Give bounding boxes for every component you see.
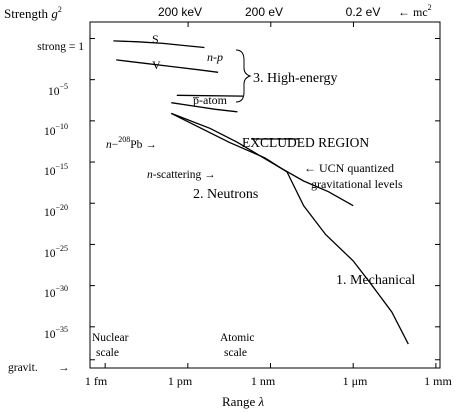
label-atomic-line2: scale [224, 347, 247, 359]
top-tick-label-200keV: 200 keV [158, 5, 202, 19]
label-mechanical: 1. Mechanical [336, 273, 415, 288]
x-tick-label-1nm: 1 nm [251, 374, 276, 388]
mc2-label: ← mc2 [398, 3, 432, 19]
y-tick-label-1e-20: 10−20 [44, 203, 68, 219]
x-tick-label-1mm: 1 mm [424, 374, 452, 388]
plot-frame [89, 21, 441, 369]
label-ucn-line2: gravitational levels [311, 177, 403, 191]
y-tick-label-1e-30: 10−30 [44, 284, 68, 300]
label-n-scattering: n-scattering → [147, 169, 216, 181]
x-tick-label-1pm: 1 pm [168, 374, 193, 388]
label-n-p: n-p [207, 50, 223, 64]
y-tick-label-1e-10: 10−10 [44, 122, 68, 138]
label-nuclear-line1: Nuclear [92, 332, 129, 344]
series-line-1 [116, 59, 219, 73]
x-tick-label-1um: 1 μm [343, 374, 368, 388]
top-tick-label-0.2eV: 0.2 eV [346, 5, 381, 19]
label-v: V [152, 58, 161, 72]
y-tick-label-1e-25: 10−25 [44, 244, 68, 260]
y-tick-label-1e-35: 10−35 [44, 325, 68, 341]
label-s: S [152, 32, 159, 46]
series-line-4 [171, 112, 409, 345]
label-nuclear-line2: scale [96, 347, 119, 359]
y-tick-label-1e-5: 10−5 [48, 82, 68, 98]
series-line-0 [113, 40, 205, 49]
label-n-pb: n−208Pb → [106, 135, 157, 151]
gravit-arrow: → [58, 362, 70, 374]
high-energy-brace [235, 49, 252, 103]
label-ucn-line1: ← UCN quantized [304, 161, 394, 175]
x-tick-label-1fm: 1 fm [85, 374, 108, 388]
x-axis-label: Range λ [222, 394, 264, 409]
y-axis-label: Strength g2 [4, 5, 62, 21]
y-tick-label-strong: strong = 1 [37, 41, 84, 53]
label-atomic-line1: Atomic [220, 332, 255, 344]
top-tick-label-200eV: 200 eV [245, 5, 283, 19]
label-neutrons: 2. Neutrons [193, 187, 258, 202]
y-tick-label-1e-15: 10−15 [44, 162, 68, 178]
label-pbar-atom: p̅-atom [192, 93, 228, 107]
axis-ticks [90, 22, 440, 368]
label-excluded-region: EXCLUDED REGION [242, 135, 369, 150]
curves [113, 40, 409, 345]
y-tick-label-gravit: gravit. [8, 362, 38, 374]
series-line-2 [171, 102, 238, 113]
label-high-energy: 3. High-energy [253, 71, 338, 86]
series-line-6 [176, 94, 244, 97]
